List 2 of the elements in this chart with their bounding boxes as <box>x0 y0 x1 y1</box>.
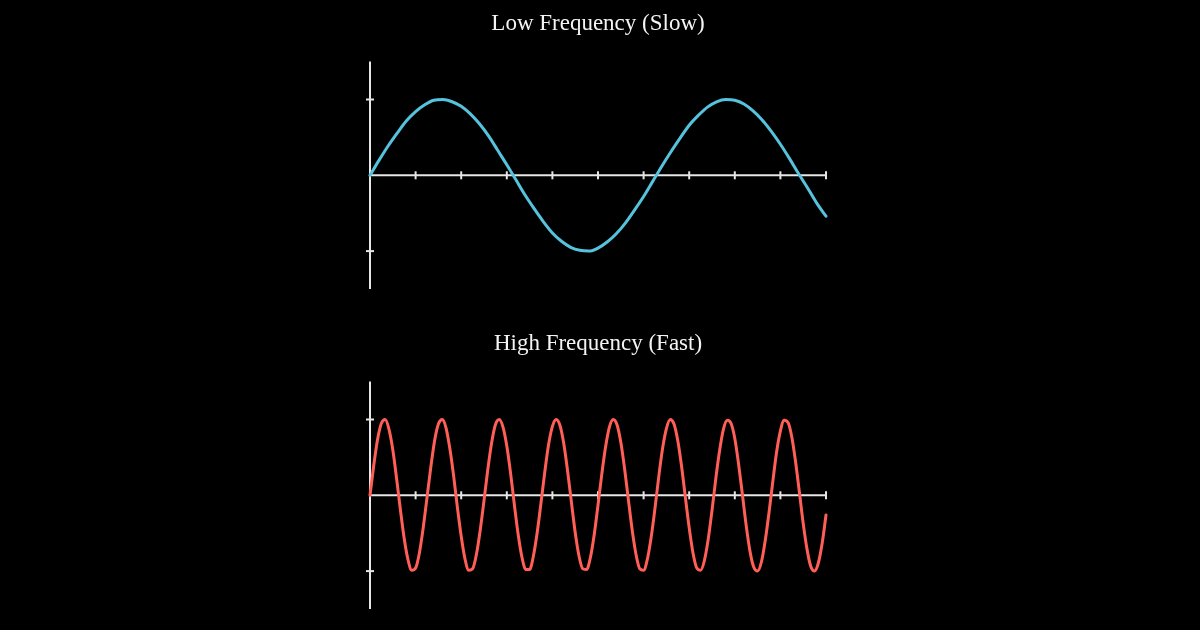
chart-title: Low Frequency (Slow) <box>491 9 705 35</box>
chart-title: High Frequency (Fast) <box>493 329 703 355</box>
